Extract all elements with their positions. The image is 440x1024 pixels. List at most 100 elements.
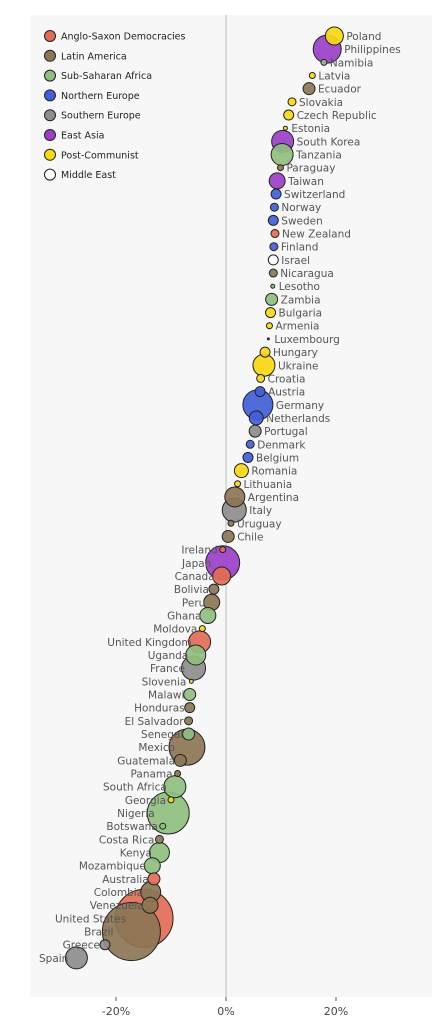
point-label: Nigeria: [117, 808, 155, 820]
point-lithuania: [234, 480, 242, 488]
point-label: Slovakia: [299, 97, 343, 109]
point-ireland: [219, 546, 227, 554]
point-label: Honduras: [134, 703, 185, 715]
point-label: Botswana: [106, 821, 157, 833]
point-armenia: [265, 322, 273, 330]
point-label: Israel: [281, 255, 310, 267]
legend: Anglo-Saxon Democracies Latin America Sub-…: [44, 30, 186, 181]
legend-marker-latin-america: [44, 49, 56, 62]
point-label: Germany: [276, 400, 324, 412]
point-label: Venezuela: [90, 900, 144, 912]
legend-label: Southern Europe: [61, 111, 141, 122]
point-spain: [64, 946, 88, 970]
x-tick-label: -20%: [102, 1005, 130, 1018]
point-malawi: [183, 688, 197, 701]
point-label: Paraguay: [286, 163, 335, 175]
point-switzerland: [270, 188, 282, 200]
point-el-salvador: [184, 716, 194, 726]
x-tick-label: 20%: [324, 1005, 348, 1018]
point-georgia: [167, 796, 175, 804]
legend-marker-east-asia: [44, 129, 56, 141]
point-finland: [269, 242, 279, 252]
point-label: Kenya: [120, 848, 152, 860]
point-label: Greece: [63, 940, 100, 952]
point-taiwan: [268, 172, 286, 190]
point-greece: [99, 939, 111, 951]
point-czech-republic: [283, 109, 295, 121]
point-label: Japan: [181, 558, 211, 570]
point-argentina: [224, 486, 246, 508]
point-brazil: [101, 902, 161, 962]
point-latvia: [308, 72, 316, 80]
point-zambia: [265, 292, 279, 306]
point-label: Croatia: [268, 373, 306, 385]
point-label: Lesotho: [279, 281, 320, 293]
point-label: El Salvador: [125, 716, 185, 728]
point-label: Italy: [249, 505, 272, 517]
point-label: Switzerland: [284, 189, 345, 201]
point-label: Finland: [281, 242, 319, 254]
point-romania: [233, 463, 249, 479]
x-axis: -20% 0% 20%: [102, 997, 348, 1018]
point-label: Armenia: [275, 321, 319, 333]
point-label: South Korea: [297, 136, 361, 148]
point-label: Peru: [182, 597, 205, 609]
point-estonia: [282, 125, 288, 131]
point-croatia: [256, 373, 266, 383]
point-label: Costa Rica: [99, 834, 155, 846]
point-label: Latvia: [318, 71, 350, 83]
legend-label: Post-Communist: [61, 150, 139, 161]
point-label: Denmark: [257, 439, 306, 451]
point-guatemala: [173, 753, 187, 767]
point-label: Guatemala: [117, 755, 175, 767]
point-label: Netherlands: [266, 413, 330, 425]
point-label: Estonia: [291, 123, 330, 135]
legend-label: Sub-Saharan Africa: [61, 71, 152, 82]
legend-marker-post-communist: [44, 148, 56, 161]
point-costa-rica: [154, 834, 164, 844]
legend-marker-anglo-saxon-democracies: [44, 30, 56, 42]
point-namibia: [320, 58, 328, 66]
point-label: Romania: [251, 466, 297, 478]
point-label: Zambia: [281, 294, 321, 306]
point-label: Ireland: [181, 545, 217, 557]
point-label: Mexico: [138, 742, 175, 754]
point-label: Tanzania: [295, 150, 342, 162]
point-uganda: [185, 644, 207, 666]
legend-marker-northern-europe: [44, 89, 56, 102]
point-label: Luxembourg: [274, 334, 339, 346]
point-moldova: [198, 625, 206, 633]
point-label: Canada: [175, 571, 215, 583]
point-nicaragua: [268, 268, 278, 278]
point-label: Portugal: [264, 426, 308, 438]
point-netherlands: [248, 410, 264, 426]
point-bulgaria: [265, 307, 277, 319]
points-group: [64, 26, 344, 970]
point-lesotho: [270, 283, 276, 289]
point-israel: [267, 254, 279, 266]
point-uruguay: [227, 519, 235, 527]
point-venezuela: [141, 896, 159, 914]
point-denmark: [245, 439, 255, 449]
point-label: Uruguay: [237, 518, 282, 530]
point-belgium: [242, 451, 254, 463]
point-luxembourg: [266, 337, 270, 341]
point-poland: [324, 26, 344, 46]
point-label: Australia: [102, 874, 148, 886]
point-label: Ukraine: [278, 360, 319, 372]
point-austria: [254, 386, 266, 398]
point-canada: [212, 566, 232, 586]
point-label: Namibia: [330, 57, 373, 69]
point-label: Taiwan: [287, 176, 324, 188]
point-label: United Kingdom: [107, 637, 191, 649]
point-label: Chile: [237, 531, 263, 543]
point-label: Spain: [39, 953, 68, 965]
point-label: United States: [55, 913, 126, 925]
point-label: Senegal: [141, 729, 183, 741]
point-label: Poland: [346, 31, 381, 43]
point-label: Ecuador: [318, 84, 362, 96]
point-paraguay: [276, 164, 284, 172]
point-label: Bolivia: [174, 584, 209, 596]
point-new-zealand: [270, 229, 280, 239]
point-slovakia: [287, 97, 297, 107]
